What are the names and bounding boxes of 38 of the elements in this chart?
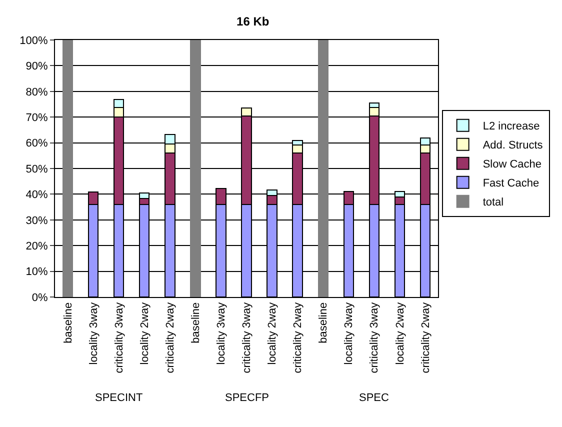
legend-label: Fast Cache	[482, 178, 540, 190]
y-tick-label: 20%	[26, 240, 48, 252]
x-tick-label: criticality 2way	[420, 302, 432, 374]
x-tick-label: criticality 2way	[292, 302, 304, 374]
bar	[62, 40, 74, 297]
legend-label: Add. Structs	[482, 140, 544, 152]
y-tick-label: 100%	[20, 34, 48, 47]
y-tick-label: 0%	[32, 292, 48, 304]
chart-title: 16 Kb	[236, 14, 270, 28]
x-tick-label: locality 2way	[138, 302, 151, 365]
y-tick-label: 90%	[26, 60, 48, 73]
x-tick-label: criticality 2way	[164, 302, 176, 374]
y-tick-label: 10%	[26, 266, 48, 278]
legend-label: total	[482, 196, 504, 209]
x-tick-label: criticality 3way	[368, 302, 381, 374]
x-tick-label: locality 2way	[394, 302, 406, 365]
legend-label: Slow Cache	[482, 158, 542, 171]
bar	[190, 40, 201, 297]
text: SPEC	[359, 392, 390, 404]
y-tick-label: 70%	[26, 112, 48, 124]
x-tick-label: criticality 3way	[241, 302, 254, 374]
legend-label: L2 increase	[482, 120, 540, 133]
y-tick-label: 50%	[26, 163, 48, 176]
y-tick-label: 30%	[26, 214, 48, 227]
x-tick-label: baseline	[318, 302, 330, 344]
x-tick-label: locality 2way	[266, 302, 279, 365]
x-tick-label: baseline	[190, 302, 202, 344]
x-tick-label: baseline	[62, 302, 74, 344]
x-tick-label: criticality 3way	[113, 302, 126, 374]
text: SPECINT	[95, 392, 143, 404]
y-tick-label: 60%	[26, 138, 48, 150]
text: SPECFP	[225, 392, 270, 404]
y-tick-label: 40%	[26, 189, 48, 202]
y-tick-label: 80%	[26, 86, 48, 98]
x-tick-label: locality 3way	[88, 302, 100, 365]
bar	[318, 40, 328, 297]
x-tick-label: locality 3way	[216, 302, 228, 365]
x-tick-label: locality 3way	[343, 302, 356, 365]
